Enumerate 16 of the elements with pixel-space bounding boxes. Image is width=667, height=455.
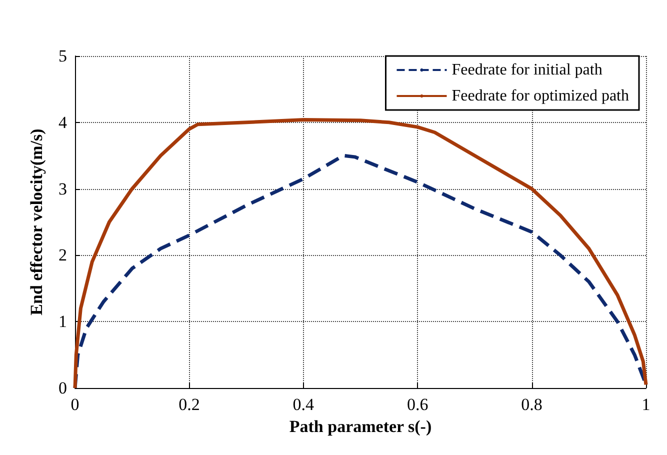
y-tick-label: 1 [58,312,67,332]
x-tick-label: 0.4 [292,395,315,414]
x-tick-label: 1 [642,395,650,414]
y-tick-label: 0 [58,378,67,398]
x-tick-label: 0.6 [406,395,428,414]
y-tick-label: 2 [58,246,67,265]
y-tick-label: 3 [58,179,67,198]
x-axis-title: Path parameter s(-) [289,417,432,436]
legend-label: Feedrate for optimized path [452,88,629,104]
legend-label: Feedrate for initial path [452,62,602,78]
y-tick-label: 5 [58,46,67,66]
x-tick-label: 0.8 [521,395,542,414]
x-tick-label: 0 [70,395,80,414]
x-tick-label: 0.2 [178,395,200,414]
y-tick-label: 4 [58,112,68,132]
y-axis-title: End effector velocity(m/s) [27,128,46,316]
